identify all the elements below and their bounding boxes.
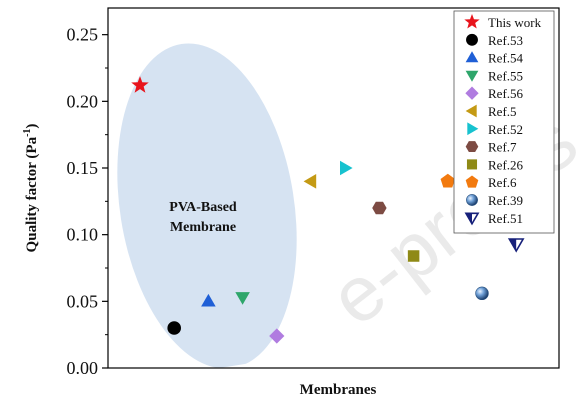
legend-label: Ref.54: [488, 51, 524, 66]
point-ref-5: [303, 174, 317, 189]
point-ref-53: [167, 321, 181, 335]
legend-marker-ref-26: [466, 159, 478, 170]
y-tick-label: 0.00: [67, 358, 99, 378]
data-points: [131, 76, 525, 344]
plot-frame: [107, 7, 560, 369]
legend-marker-ref-5: [465, 104, 477, 118]
y-tick-label: 0.25: [67, 25, 99, 45]
y-tick-label: 0.20: [67, 91, 99, 111]
legend-marker-ref-53: [466, 33, 478, 46]
legend-label: Ref.55: [488, 68, 523, 83]
point-ref-6: [440, 173, 456, 188]
y-tick-label: 0.10: [67, 225, 99, 245]
legend-marker-ref-39: [466, 194, 478, 206]
pva-region: [117, 43, 297, 369]
legend-label: Ref.52: [488, 122, 523, 137]
legend-marker-ref-55: [465, 70, 479, 82]
legend-label: Ref.39: [488, 193, 523, 208]
point-ref-55: [235, 292, 250, 305]
legend-marker-ref-7: [465, 141, 479, 153]
legend-label: Ref.51: [488, 211, 523, 226]
legend-label: Ref.26: [488, 157, 524, 172]
point-ref-7: [372, 201, 387, 215]
point-ref-52: [340, 160, 353, 176]
legend-marker-ref-54: [465, 51, 479, 63]
point-ref-54: [201, 293, 216, 307]
point-ref-39: [475, 286, 489, 301]
legend-marker-ref-56: [465, 86, 479, 100]
x-axis-label: Membranes: [300, 382, 377, 398]
y-tick-label: 0.05: [67, 291, 99, 311]
legend: This work Ref.53 Ref.54 Ref.55 Ref.56 Ref.5 Re…: [464, 13, 542, 226]
legend-label: Ref.56: [488, 86, 524, 101]
legend-label: Ref.7: [488, 140, 517, 155]
legend-label: Ref.5: [488, 104, 517, 119]
legend-marker-ref-6: [465, 175, 479, 188]
legend-marker-ref-52: [467, 122, 479, 136]
y-tick-label: 0.15: [67, 158, 99, 178]
point-ref-51-fill: [509, 239, 517, 251]
annotation-line-1: PVA-Based: [169, 200, 237, 215]
point-this-work: [131, 76, 149, 93]
legend-label: Ref.6: [488, 175, 517, 190]
point-ref-51: [507, 238, 525, 253]
legend-marker-this-work: [464, 13, 480, 29]
point-ref-56: [269, 328, 285, 344]
y-axis-label: Quality factor (Pa-1): [22, 124, 40, 253]
legend-marker-ref-51-fill: [465, 213, 472, 224]
annotation-line-2: Membrane: [170, 220, 236, 235]
legend-marker-ref-51: [464, 212, 480, 226]
point-ref-26: [407, 250, 420, 262]
legend-box: [453, 10, 555, 234]
legend-label: This work: [488, 15, 542, 30]
y-axis: 0.00 0.05 0.10 0.15 0.20 0.25: [67, 25, 108, 378]
legend-label: Ref.53: [488, 33, 523, 48]
